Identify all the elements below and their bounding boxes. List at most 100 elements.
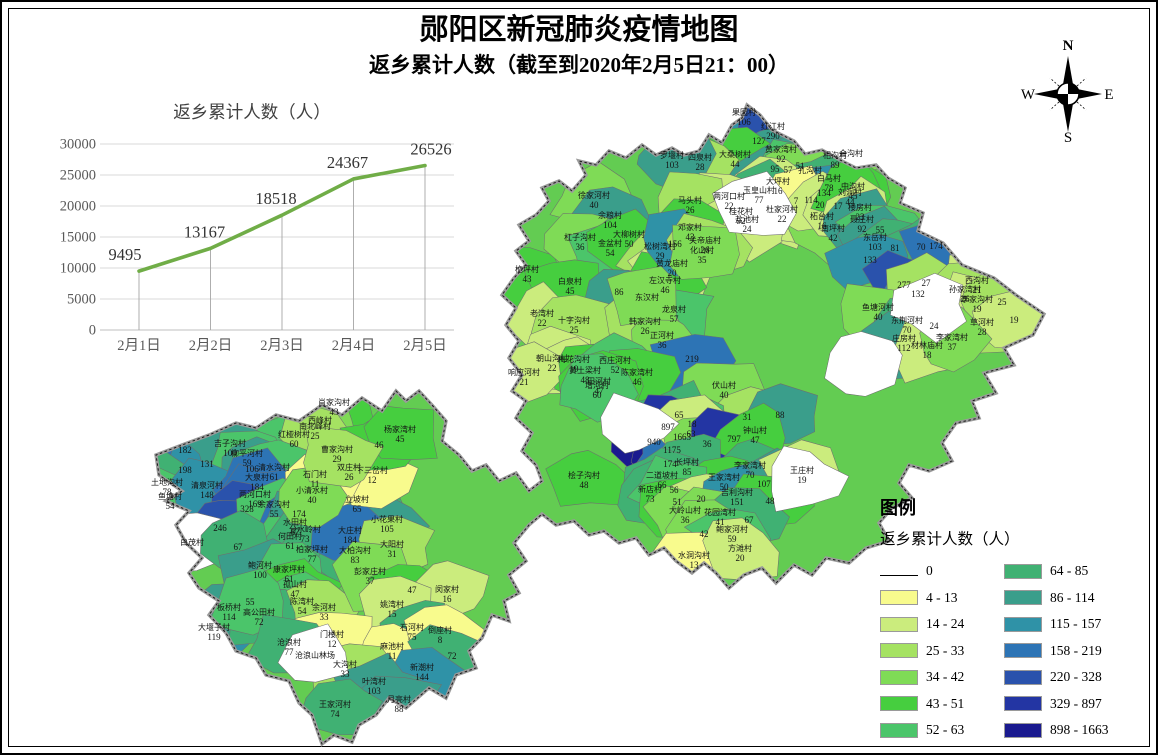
- village-name-label: 十字沟村: [558, 315, 590, 325]
- village-value-label: 26: [961, 294, 971, 304]
- legend-row: 158 - 219: [1004, 638, 1148, 665]
- village-name-label: 清水沟村: [258, 462, 290, 472]
- village-value-label: 23: [856, 212, 866, 222]
- legend-class-label: 329 - 897: [1050, 695, 1102, 711]
- village-value-label: 8: [438, 635, 443, 645]
- legend-swatch: [1004, 590, 1042, 606]
- village-name-label: 余家沟村: [258, 499, 290, 509]
- village-value-label: 184: [250, 482, 264, 492]
- x-tick-label: 2月1日: [117, 338, 161, 354]
- village-name-label: 响应河村: [508, 367, 540, 377]
- village-value-label: 20: [736, 553, 746, 563]
- village-name-label: 水田村: [283, 517, 307, 527]
- legend-swatch: [880, 643, 918, 659]
- village-value-label: 95: [771, 164, 781, 174]
- legend-swatch: [1004, 643, 1042, 659]
- legend-swatch: [880, 696, 918, 712]
- data-label: 26526: [410, 140, 451, 159]
- village-value-label: 48: [580, 480, 590, 490]
- village-name-label: 李家湾村: [734, 460, 766, 470]
- village-value-label: 144: [415, 672, 429, 682]
- data-label: 9495: [109, 245, 142, 264]
- village-value-label: 41: [716, 517, 725, 527]
- village-name-label: 红江村: [761, 121, 785, 131]
- village-value-label: 19: [973, 304, 983, 314]
- village-value-label: 42: [700, 529, 709, 539]
- village-value-label: 28: [978, 327, 988, 337]
- village-value-label: 88: [776, 410, 786, 420]
- village-value-label: 85: [683, 467, 693, 477]
- village-name-label: 沧浪村: [277, 637, 301, 647]
- village-value-label: 89: [831, 160, 841, 170]
- village-name-label: 大堰子村: [198, 622, 230, 632]
- compass-s-label: S: [1064, 130, 1072, 142]
- village-value-label: 26: [345, 472, 355, 482]
- village-name-label: 板桥村: [217, 602, 241, 612]
- village-value-label: 22: [778, 214, 787, 224]
- map-legend: 图例 返乡累计人数（人） 0 4 - 13 14 - 24 25 - 33 34 - 4…: [880, 494, 1148, 744]
- village-value-label: 16: [818, 221, 828, 231]
- legend-class-label: 52 - 63: [926, 722, 965, 738]
- x-tick-label: 2月3日: [260, 338, 304, 354]
- village-value-label: 42: [829, 233, 838, 243]
- village-value-label: 33: [320, 612, 330, 622]
- village-name-label: 伏山村: [712, 380, 736, 390]
- village-name-label: 叶湾村: [362, 676, 386, 686]
- village-name-label: 杜家河村: [766, 204, 798, 214]
- village-value-label: 114: [804, 195, 818, 205]
- compass-w-label: W: [1021, 87, 1036, 103]
- village-name-label: 两河口村: [239, 489, 271, 499]
- village-value-label: 86: [615, 287, 625, 297]
- village-value-label: 46: [633, 377, 643, 387]
- village-name-label: 大泉村: [245, 472, 269, 482]
- y-tick-label: 15000: [60, 230, 96, 246]
- village-value-label: 43: [686, 232, 696, 242]
- village-value-label: 169: [248, 499, 262, 509]
- village-value-label: 65: [353, 504, 363, 514]
- village-name-label: 大坪村: [766, 176, 790, 186]
- village-value-label: 40: [590, 200, 600, 210]
- village-value-label: 127: [752, 136, 766, 146]
- village-value-label: 290: [766, 131, 780, 141]
- village-name-label: 南北峰村: [299, 421, 331, 431]
- legend-column-left: 0 4 - 13 14 - 24 25 - 33 34 - 42 43 - 51 52 - …: [880, 558, 1004, 744]
- village-value-label: 50: [720, 482, 730, 492]
- village-name-label: 黄家湾村: [765, 144, 797, 154]
- village-name-label: 大庄村: [338, 525, 362, 535]
- compass-e-label: E: [1104, 87, 1113, 103]
- village-value-label: 81: [891, 243, 900, 253]
- village-name-label: 南坪村: [821, 223, 845, 233]
- village-value-label: 21: [520, 377, 529, 387]
- village-name-label: 材林庙村: [911, 340, 943, 350]
- village-name-label: 大阳村: [380, 539, 404, 549]
- village-value-label: 92: [858, 224, 867, 234]
- y-tick-label: 0: [89, 323, 96, 339]
- village-value-label: 51: [796, 161, 805, 171]
- village-name-label: 清泉河村: [191, 480, 223, 490]
- village-value-label: 106: [737, 117, 751, 127]
- village-name-label: 金盆村: [598, 238, 622, 248]
- village-value-label: 100: [253, 570, 267, 580]
- legend-class-label: 220 - 328: [1050, 669, 1102, 685]
- village-value-label: 61: [286, 541, 295, 551]
- village-value-label: 73: [646, 494, 656, 504]
- legend-class-label: 34 - 42: [926, 669, 965, 685]
- village-name-label: 王庄村: [790, 465, 814, 475]
- village-value-label: 83: [351, 555, 361, 565]
- village-value-label: 66: [658, 480, 668, 490]
- village-name-label: 花园湾村: [704, 507, 736, 517]
- compass-icon: N S W E: [1021, 38, 1114, 146]
- village-value-label: 174: [663, 459, 677, 469]
- village-value-label: 31: [743, 412, 752, 422]
- village-value-label: 40: [308, 495, 318, 505]
- village-value-label: 19: [798, 475, 808, 485]
- village-name-label: 肖家沟村: [318, 397, 350, 407]
- village-value-label: 277: [897, 280, 911, 290]
- village-value-label: 67: [745, 515, 755, 525]
- village-value-label: 70: [917, 242, 927, 252]
- village-value-label: 37: [948, 342, 958, 352]
- village-value-label: 44: [846, 197, 856, 207]
